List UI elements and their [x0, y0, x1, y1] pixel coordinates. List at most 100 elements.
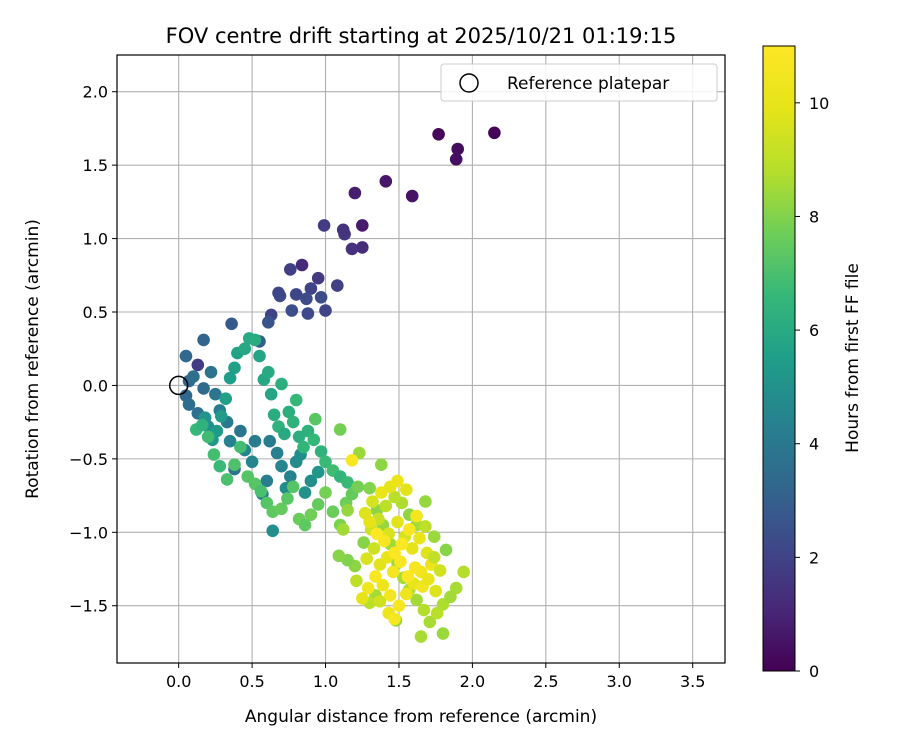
data-point — [286, 480, 300, 494]
plot-area — [117, 55, 725, 663]
scatter-points — [179, 126, 501, 643]
data-point — [304, 508, 318, 521]
data-point — [278, 427, 291, 441]
y-tick-label: −0.5 — [69, 450, 108, 469]
data-point — [295, 258, 309, 272]
data-point — [388, 490, 401, 504]
chart-title: FOV centre drift starting at 2025/10/21 … — [166, 24, 677, 48]
data-point — [314, 291, 328, 304]
data-point — [311, 271, 325, 285]
data-point — [331, 279, 344, 292]
data-point — [373, 595, 387, 608]
data-point — [307, 433, 321, 447]
x-tick-label: 0.5 — [239, 672, 264, 691]
data-point — [201, 430, 215, 444]
x-tick-label: 1.0 — [313, 672, 338, 691]
data-point — [360, 552, 374, 565]
data-point — [361, 581, 375, 595]
data-point — [319, 304, 332, 317]
colorbar-ticks: 0 2 4 6 8 10 — [795, 94, 829, 681]
data-point — [191, 358, 205, 372]
data-point — [422, 573, 435, 586]
y-axis-label: Rotation from reference (arcmin) — [23, 219, 43, 499]
y-tick-label: −1.0 — [69, 523, 108, 542]
data-point — [197, 333, 210, 347]
data-point — [379, 499, 393, 513]
data-point — [351, 480, 365, 494]
data-point — [395, 537, 409, 551]
y-tick-label: 0.0 — [83, 376, 108, 395]
data-point — [266, 524, 280, 538]
colorbar-tick-label: 0 — [809, 662, 819, 681]
data-point — [311, 498, 325, 511]
data-point — [264, 387, 278, 401]
data-point — [309, 412, 322, 426]
data-point — [350, 574, 363, 588]
data-point — [284, 263, 297, 276]
legend: Reference platepar — [440, 63, 718, 102]
data-point — [341, 476, 354, 489]
data-point — [356, 219, 369, 232]
data-point — [400, 587, 413, 601]
data-point — [267, 408, 281, 422]
data-point — [301, 307, 315, 320]
data-point — [401, 570, 415, 583]
data-point — [209, 387, 222, 401]
data-point — [439, 543, 453, 557]
data-point — [386, 565, 400, 579]
data-point — [451, 142, 465, 156]
data-point — [248, 434, 262, 448]
data-point — [262, 365, 275, 379]
data-point — [336, 223, 350, 237]
x-tick-label: 3.5 — [680, 672, 705, 691]
data-point — [272, 286, 285, 300]
data-point — [204, 365, 218, 379]
data-point — [345, 242, 359, 256]
legend-box — [440, 63, 718, 102]
data-point — [403, 523, 416, 536]
data-point — [298, 486, 312, 499]
data-point — [311, 465, 325, 479]
data-point — [289, 288, 303, 301]
data-point — [260, 474, 274, 488]
data-point — [432, 128, 445, 141]
data-point — [282, 405, 296, 419]
x-tick-label: 2.0 — [460, 672, 485, 691]
data-point — [348, 186, 362, 200]
reference-marker — [168, 375, 189, 396]
data-point — [356, 241, 369, 254]
colorbar-gradient — [762, 45, 796, 672]
data-point — [254, 484, 268, 498]
data-point — [369, 570, 382, 583]
data-point — [376, 578, 390, 592]
data-point — [332, 549, 346, 563]
data-point — [248, 333, 262, 347]
data-point — [223, 371, 237, 385]
colorbar: 0 2 4 6 8 10 Hours from first FF file — [762, 45, 863, 681]
data-point — [284, 470, 297, 483]
data-point — [298, 518, 312, 532]
data-point — [423, 615, 437, 629]
plot-frame — [116, 54, 726, 664]
data-point — [370, 527, 384, 541]
data-point — [419, 495, 432, 508]
data-point — [263, 434, 277, 448]
x-tick-label: 2.5 — [533, 672, 558, 691]
y-tick-label: 2.0 — [83, 83, 108, 102]
data-point — [319, 455, 332, 469]
data-point — [262, 316, 275, 329]
data-point — [333, 423, 347, 436]
x-tick-label: 1.5 — [386, 672, 411, 691]
data-point — [187, 370, 200, 383]
data-point — [345, 454, 359, 467]
data-point — [245, 455, 259, 469]
x-tick-label: 0.0 — [166, 672, 191, 691]
x-axis-label: Angular distance from reference (arcmin) — [245, 707, 597, 727]
data-point — [358, 506, 372, 520]
legend-label: Reference platepar — [507, 74, 669, 94]
colorbar-tick-label: 10 — [809, 94, 829, 113]
data-point — [304, 474, 318, 488]
data-point — [457, 565, 470, 579]
data-point — [410, 593, 423, 607]
colorbar-label: Hours from first FF file — [843, 263, 863, 453]
